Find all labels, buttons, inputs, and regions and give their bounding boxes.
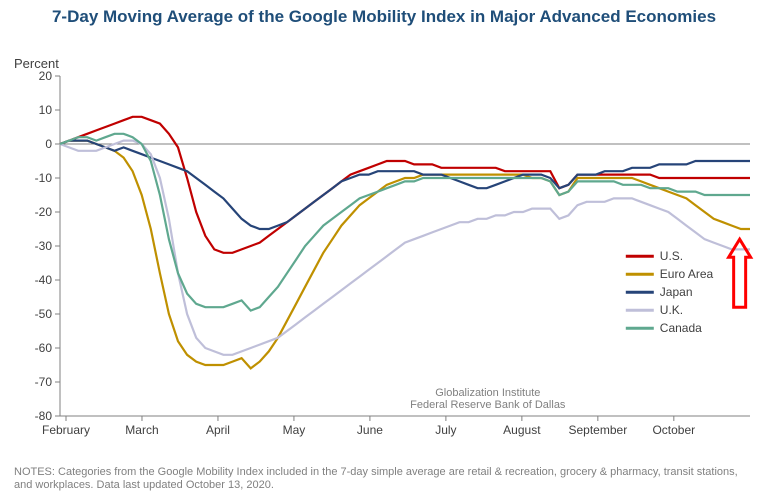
y-tick-label: -10 bbox=[35, 171, 53, 185]
y-axis-label: Percent bbox=[14, 56, 59, 71]
legend-label: Euro Area bbox=[660, 267, 714, 281]
attribution-line-2: Federal Reserve Bank of Dallas bbox=[410, 399, 566, 411]
y-tick-label: -70 bbox=[35, 375, 53, 389]
x-tick-label: April bbox=[206, 423, 230, 437]
x-tick-label: February bbox=[42, 423, 90, 437]
chart-notes: NOTES: Categories from the Google Mobili… bbox=[14, 466, 754, 494]
y-tick-label: -80 bbox=[35, 409, 53, 423]
legend-label: U.S. bbox=[660, 249, 683, 263]
series-u-k- bbox=[60, 141, 750, 355]
chart-title: 7-Day Moving Average of the Google Mobil… bbox=[0, 6, 768, 27]
y-tick-label: -40 bbox=[35, 273, 53, 287]
chart-plot: 20100-10-20-30-40-50-60-70-80FebruaryMar… bbox=[60, 72, 750, 442]
x-tick-label: August bbox=[503, 423, 541, 437]
y-tick-label: -20 bbox=[35, 205, 53, 219]
chart-container: 7-Day Moving Average of the Google Mobil… bbox=[0, 0, 768, 501]
y-tick-label: 0 bbox=[45, 137, 52, 151]
x-tick-label: March bbox=[125, 423, 158, 437]
y-tick-label: -50 bbox=[35, 307, 53, 321]
legend-label: Canada bbox=[660, 321, 702, 335]
y-tick-label: -30 bbox=[35, 239, 53, 253]
x-tick-label: July bbox=[435, 423, 456, 437]
attribution-line-1: Globalization Institute bbox=[435, 387, 540, 399]
x-tick-label: June bbox=[357, 423, 383, 437]
legend-label: Japan bbox=[660, 285, 693, 299]
x-tick-label: September bbox=[568, 423, 627, 437]
y-tick-label: 20 bbox=[39, 69, 53, 83]
series-u-s- bbox=[60, 117, 750, 253]
x-tick-label: October bbox=[652, 423, 695, 437]
y-tick-label: -60 bbox=[35, 341, 53, 355]
y-tick-label: 10 bbox=[39, 103, 53, 117]
x-tick-label: May bbox=[283, 423, 306, 437]
legend-label: U.K. bbox=[660, 303, 683, 317]
